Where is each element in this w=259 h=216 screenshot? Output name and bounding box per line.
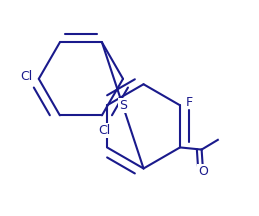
Text: O: O — [198, 165, 208, 178]
Text: Cl: Cl — [20, 70, 32, 83]
Text: Cl: Cl — [98, 124, 110, 137]
Text: S: S — [119, 99, 127, 112]
Text: F: F — [185, 95, 192, 109]
